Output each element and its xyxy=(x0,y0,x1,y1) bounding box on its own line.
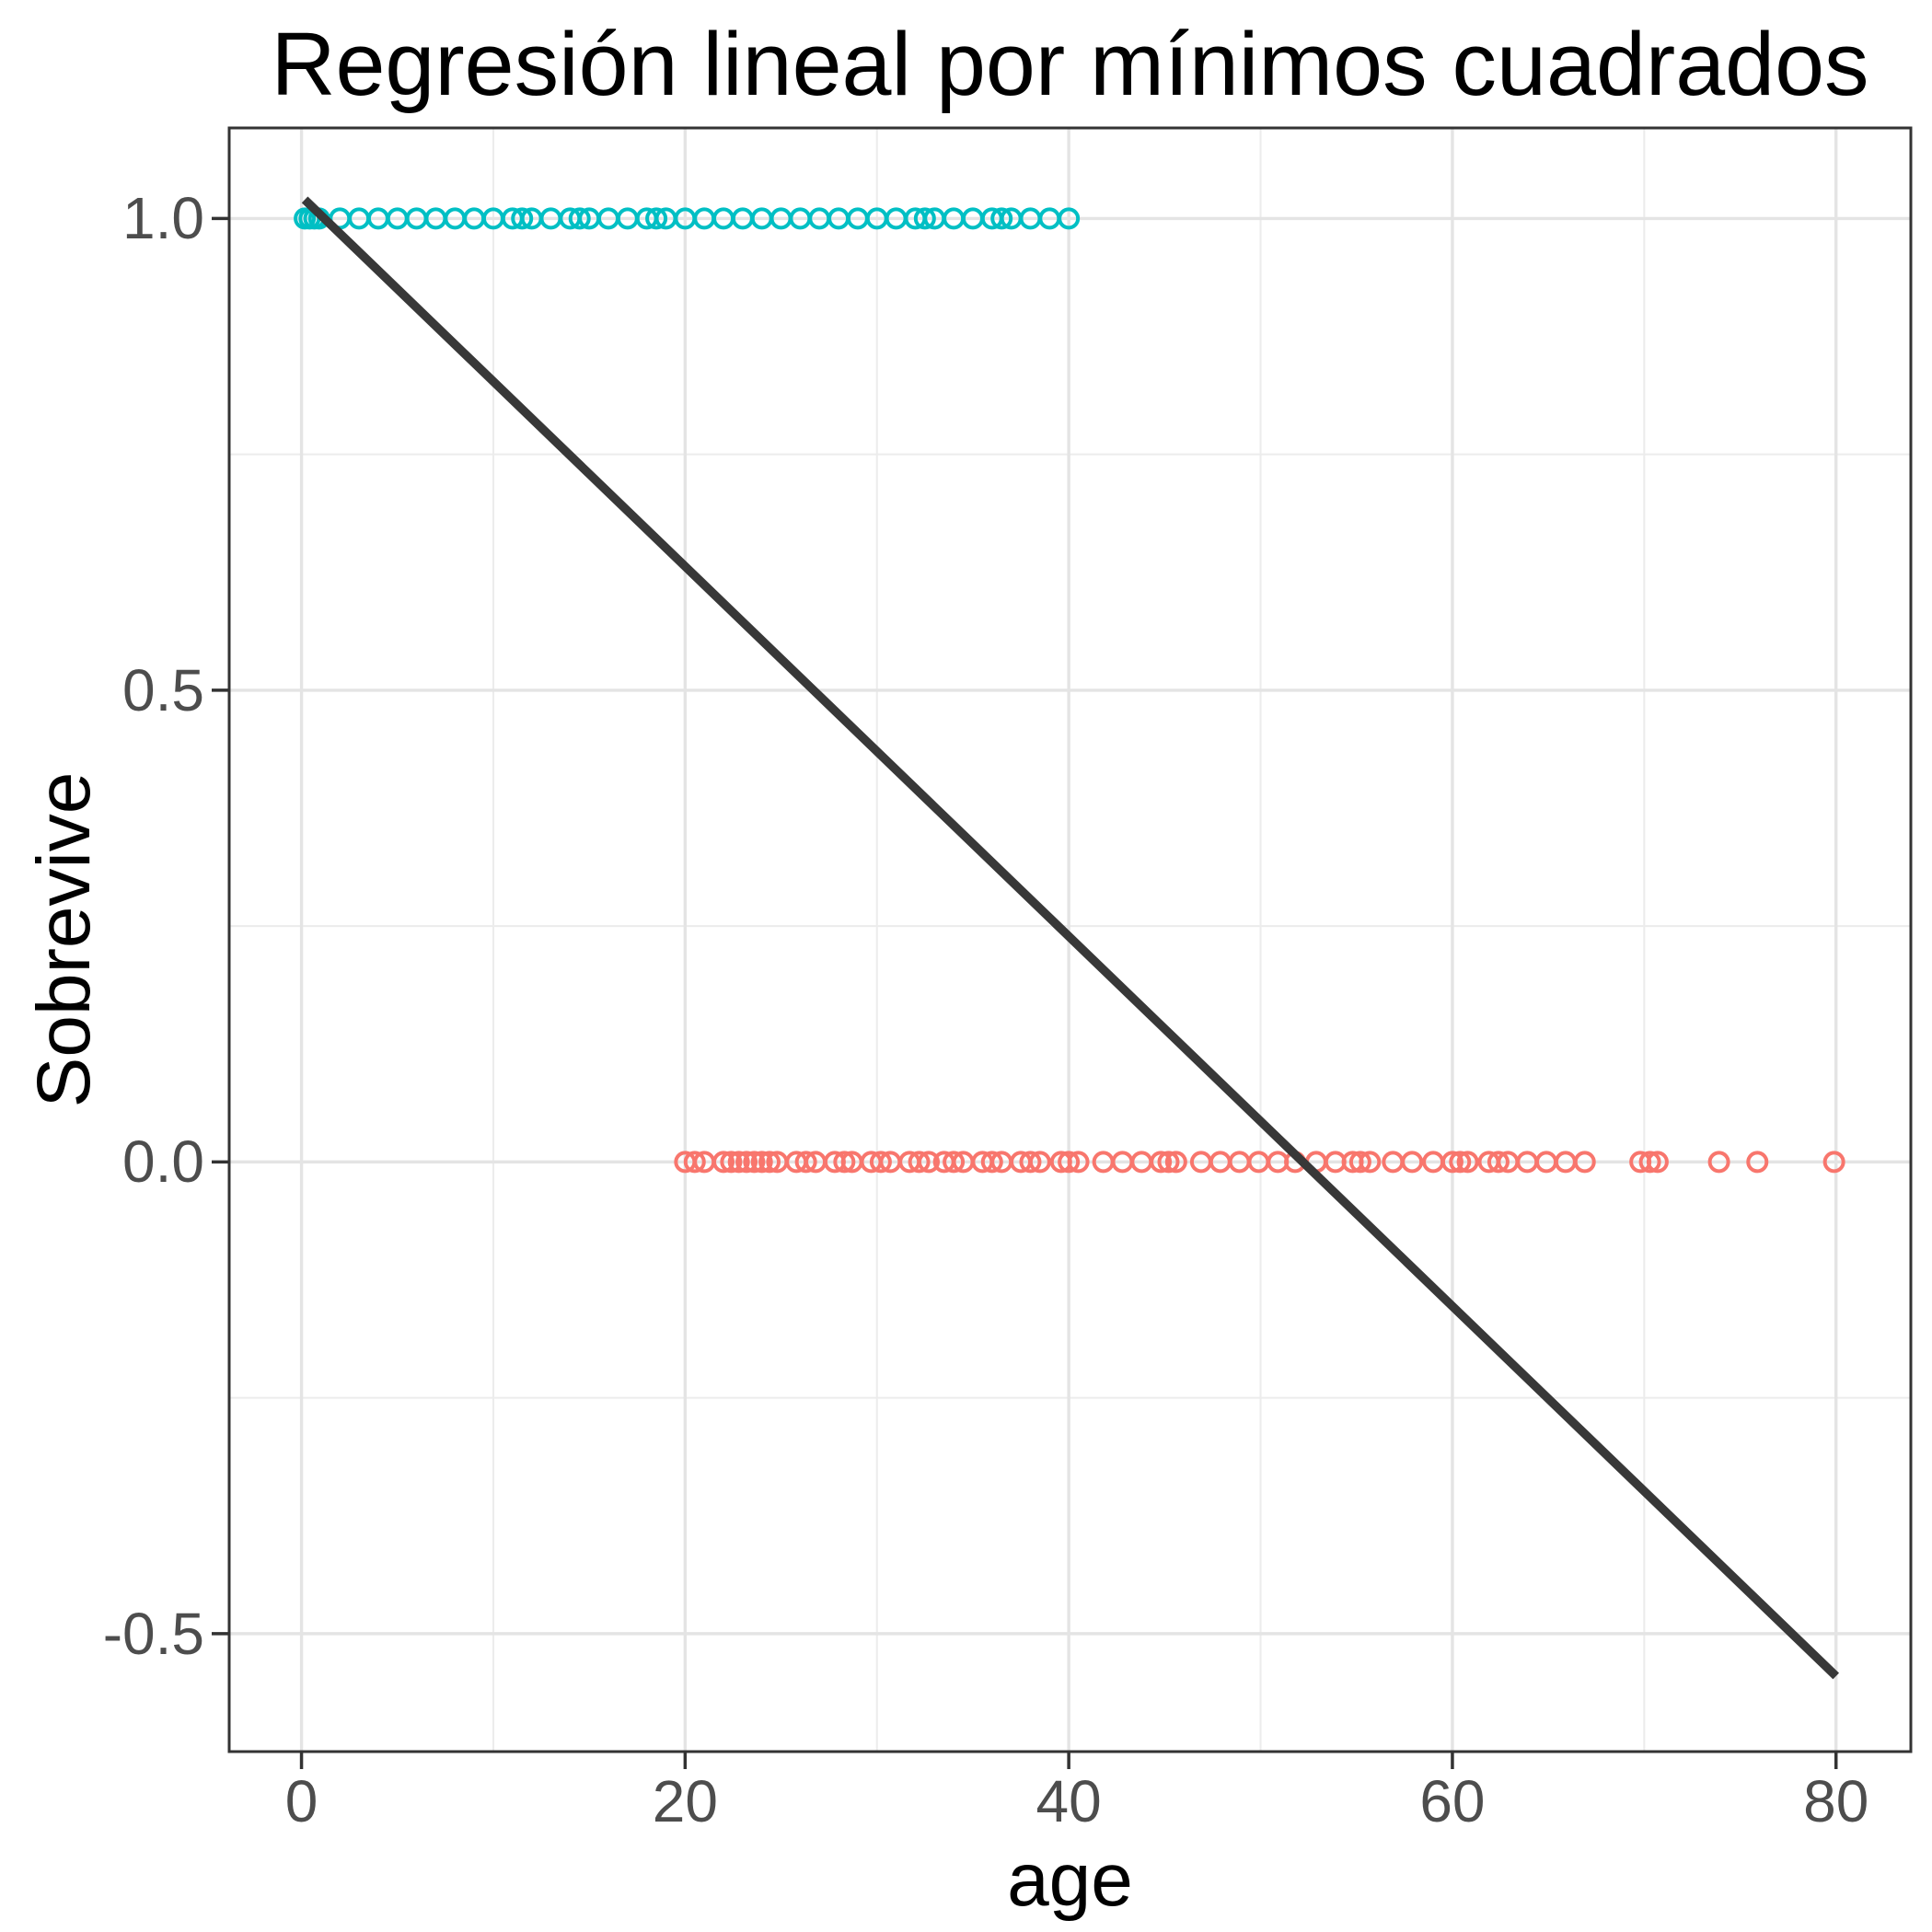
data-point-sobrevive_0 xyxy=(712,1151,735,1174)
y-tick-label-0.5: 0.5 xyxy=(122,656,204,723)
x-tick-label-40: 40 xyxy=(1035,1768,1102,1834)
data-point-sobrevive_0 xyxy=(980,1151,1003,1174)
data-point-sobrevive_0 xyxy=(1028,1151,1051,1174)
data-point-sobrevive_0 xyxy=(1456,1151,1479,1174)
x-tick-label-0: 0 xyxy=(284,1768,318,1834)
data-point-sobrevive_0 xyxy=(1573,1151,1596,1174)
data-point-sobrevive_0 xyxy=(908,1151,931,1174)
data-point-sobrevive_0 xyxy=(918,1151,941,1174)
data-point-sobrevive_0 xyxy=(1067,1151,1090,1174)
panel-border xyxy=(227,126,1913,1753)
data-point-sobrevive_0 xyxy=(758,1151,781,1174)
data-point-sobrevive_0 xyxy=(720,1151,743,1174)
data-point-sobrevive_0 xyxy=(1487,1151,1510,1174)
data-point-sobrevive_1 xyxy=(568,207,591,230)
data-point-sobrevive_0 xyxy=(683,1151,706,1174)
y-axis-title: Sobrevive xyxy=(22,771,106,1108)
data-point-sobrevive_0 xyxy=(750,1151,773,1174)
data-point-sobrevive_0 xyxy=(1359,1151,1382,1174)
data-point-sobrevive_0 xyxy=(1150,1151,1173,1174)
y-tick-label--0.5: -0.5 xyxy=(102,1600,204,1667)
data-point-sobrevive_0 xyxy=(833,1151,856,1174)
data-point-sobrevive_0 xyxy=(1449,1151,1472,1174)
data-point-sobrevive_1 xyxy=(990,207,1013,230)
data-point-sobrevive_0 xyxy=(743,1151,766,1174)
regression-line xyxy=(301,196,1840,1680)
data-point-sobrevive_0 xyxy=(1348,1151,1371,1174)
data-point-sobrevive_0 xyxy=(1058,1151,1081,1174)
data-point-sobrevive_0 xyxy=(1440,1151,1463,1174)
data-point-sobrevive_0 xyxy=(869,1151,892,1174)
data-point-sobrevive_0 xyxy=(1646,1151,1669,1174)
x-axis-title: age xyxy=(1007,1838,1133,1922)
data-point-sobrevive_0 xyxy=(1707,1151,1730,1174)
y-tick-label-1.0: 1.0 xyxy=(122,185,204,252)
data-point-sobrevive_0 xyxy=(1401,1151,1424,1174)
data-point-sobrevive_0 xyxy=(794,1151,817,1174)
data-point-sobrevive_0 xyxy=(1638,1151,1661,1174)
data-point-sobrevive_0 xyxy=(1157,1151,1180,1174)
data-point-sobrevive_1 xyxy=(511,207,534,230)
data-point-sobrevive_0 xyxy=(1164,1151,1187,1174)
data-point-sobrevive_0 xyxy=(1746,1151,1769,1174)
y-tick-label-0.0: 0.0 xyxy=(122,1128,204,1196)
chart-title: Regresión lineal por mínimos cuadrados xyxy=(271,14,1869,114)
data-point-sobrevive_0 xyxy=(727,1151,750,1174)
data-point-sobrevive_0 xyxy=(1019,1151,1042,1174)
x-tick-label-20: 20 xyxy=(652,1768,718,1834)
data-point-sobrevive_1 xyxy=(913,207,936,230)
data-point-sobrevive_1 xyxy=(645,207,668,230)
data-point-sobrevive_1 xyxy=(1058,207,1081,230)
data-point-sobrevive_0 xyxy=(735,1151,758,1174)
data-point-sobrevive_0 xyxy=(943,1151,966,1174)
data-point-sobrevive_0 xyxy=(1822,1151,1845,1174)
x-tick-label-60: 60 xyxy=(1419,1768,1486,1834)
x-tick-label-80: 80 xyxy=(1803,1768,1869,1834)
